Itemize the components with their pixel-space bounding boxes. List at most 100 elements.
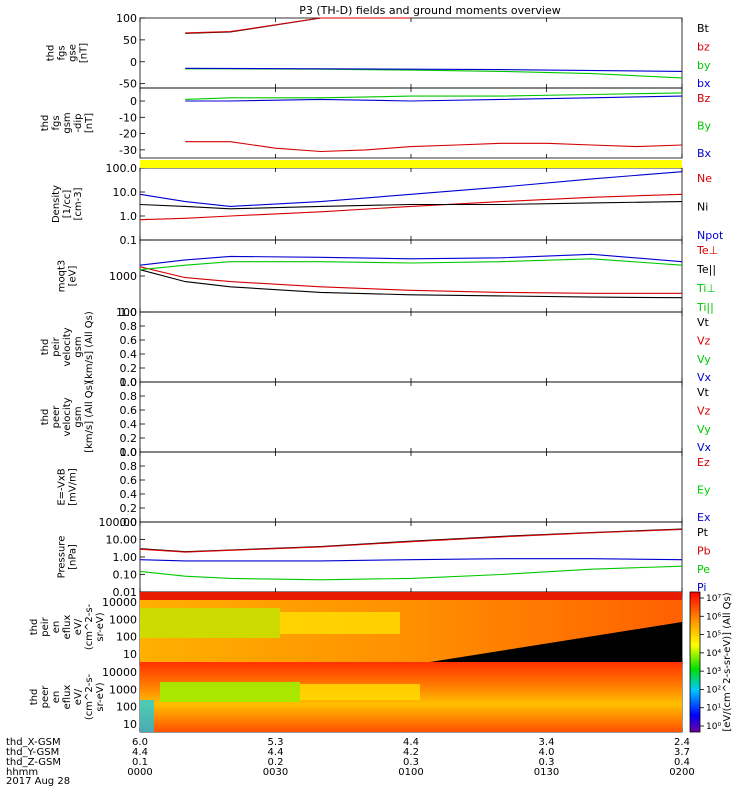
series-bz [185, 17, 411, 34]
panel-density: 100.0 10.0 1.0 0.1 Density [1/cc] [cm-3] Ne Ni Np… [51, 162, 724, 247]
y-axis-label: [mV/m] [68, 468, 79, 506]
panel-peer_spectrogram: 10000 1000 100 10 thd peer en eflux eV/(cm^2-s-s… [29, 661, 683, 733]
y-axis-label: gsm [62, 112, 73, 133]
colorbar-tick-label: 10² [706, 685, 721, 695]
y-tick-label: 0.8 [120, 460, 138, 473]
y-tick-label: 100.00 [99, 516, 138, 529]
series-te [139, 269, 683, 299]
legend-ni: Ni [697, 201, 708, 214]
y-tick-label: 0.0 [120, 376, 138, 389]
axis-row-value: 3.4 [539, 737, 555, 748]
y-tick-label: 10000 [102, 596, 137, 609]
legend-npot: Npot [697, 229, 724, 242]
axis-row-value: 0200 [669, 767, 694, 778]
series-ti [139, 253, 683, 266]
legend-bx: bx [697, 77, 711, 90]
legend-ti: Ti⊥ [696, 282, 716, 295]
y-axis-label: eflux [62, 685, 73, 710]
y-tick-label: 10 [123, 648, 137, 661]
y-axis-label: (cm^2-s- [84, 673, 95, 720]
y-axis-label: (cm^2-s- [84, 603, 95, 650]
y-axis-label: thd [29, 689, 40, 706]
legend-ti: Ti|| [696, 301, 714, 314]
peir-spectrogram-image [140, 592, 682, 662]
y-axis-label: thd [29, 619, 40, 636]
series-pe [139, 558, 683, 562]
axis-row-value: 0000 [127, 767, 152, 778]
legend-ne: Ne [697, 172, 712, 185]
y-axis-label: [nPa] [68, 544, 79, 570]
y-axis-label: E=-VxB [57, 468, 68, 505]
series-pi [139, 565, 683, 581]
y-tick-label: 0.8 [120, 390, 138, 403]
axis-row-value: 4.0 [539, 747, 555, 758]
axis-row-value: 4.4 [268, 747, 284, 758]
y-tick-label: 1.0 [120, 210, 138, 223]
y-axis-label: thd [46, 45, 57, 62]
legend-ez: Ez [697, 456, 710, 469]
y-tick-label: 100 [116, 631, 137, 644]
y-tick-label: 10 [123, 718, 137, 731]
y-tick-label: 0.2 [120, 432, 138, 445]
colorbar-label: [eV/(cm^2-s-sr-eV)] (All Qs) [722, 592, 733, 731]
axis-row-value: 0030 [263, 767, 288, 778]
y-axis-label: [1/cc] [62, 190, 73, 219]
legend-ex: Ex [697, 511, 711, 524]
legend-pt: Pt [697, 526, 709, 539]
panel-peir_spectrogram: 10000 1000 100 10 thd peir en eflux eV/(cm^2-s-s… [29, 591, 683, 663]
legend-vx: Vx [697, 371, 712, 384]
y-tick-label: 100 [116, 306, 137, 319]
y-axis-label: peir [40, 616, 51, 636]
axis-row-value: 0.4 [674, 757, 690, 768]
y-axis-label: en [51, 621, 62, 634]
colorbar-tick-label: 10³ [706, 667, 721, 677]
colorbar-tick-label: 10⁷ [706, 594, 721, 604]
series-bz [185, 141, 683, 153]
y-axis-label: en [51, 691, 62, 704]
colorbar-tick-label: 10⁰ [706, 722, 721, 732]
legend-pe: Pe [697, 563, 710, 576]
panel-frame [139, 381, 683, 453]
y-tick-label: 0.4 [120, 418, 138, 431]
y-axis-label: [cm-3] [73, 187, 84, 220]
y-tick-label: 1000 [109, 270, 137, 283]
y-axis-label: [km/s] (All Qs) [84, 381, 95, 453]
panel-temperature: 1000 100 moqt3 [eV] Te⊥ Te|| Ti⊥ Ti|| [57, 239, 718, 319]
y-axis-label: fgs [57, 45, 68, 60]
y-tick-label: 100.0 [106, 162, 138, 175]
peer-spectrogram-image [140, 662, 682, 732]
y-tick-label: -10 [119, 111, 137, 124]
y-axis-label: Density [51, 185, 62, 223]
figure-title: P3 (TH-D) fields and ground moments over… [299, 4, 561, 17]
y-tick-label: 100 [116, 12, 137, 25]
axis-row-value: 4.4 [403, 737, 419, 748]
legend-bx: Bx [697, 147, 712, 160]
colorbar [689, 591, 701, 733]
legend-by: By [697, 120, 712, 133]
legend-bz: bz [697, 40, 710, 53]
y-tick-label: 0.0 [120, 446, 138, 459]
legend-vx: Vx [697, 441, 712, 454]
panel-frame [139, 311, 683, 383]
legend-pi: Pi [697, 581, 706, 594]
legend-vz: Vz [697, 334, 711, 347]
axis-row-label: thd_Y-GSM [6, 747, 59, 758]
series-pb [139, 528, 683, 553]
legend-ey: Ey [697, 484, 711, 497]
colorbar-tick-label: 10⁵ [706, 631, 721, 641]
axis-row-value: 0130 [534, 767, 559, 778]
panel-fgs_gse: 100 50 0 -50 thd fgs gse [nT] Bt bz by bx [46, 12, 711, 91]
y-axis-label: peer [51, 405, 62, 429]
series-bx [185, 95, 683, 102]
y-tick-label: 1.0 [120, 306, 138, 319]
y-tick-label: 0.4 [120, 348, 138, 361]
y-tick-label: 0.6 [120, 474, 138, 487]
legend-vt: Vt [697, 386, 710, 399]
axis-row-value: 0.3 [403, 757, 419, 768]
legend-te: Te⊥ [696, 244, 718, 257]
y-axis-label: [eV] [68, 266, 79, 287]
y-axis-label: [km/s] (All Qs) [84, 311, 95, 383]
